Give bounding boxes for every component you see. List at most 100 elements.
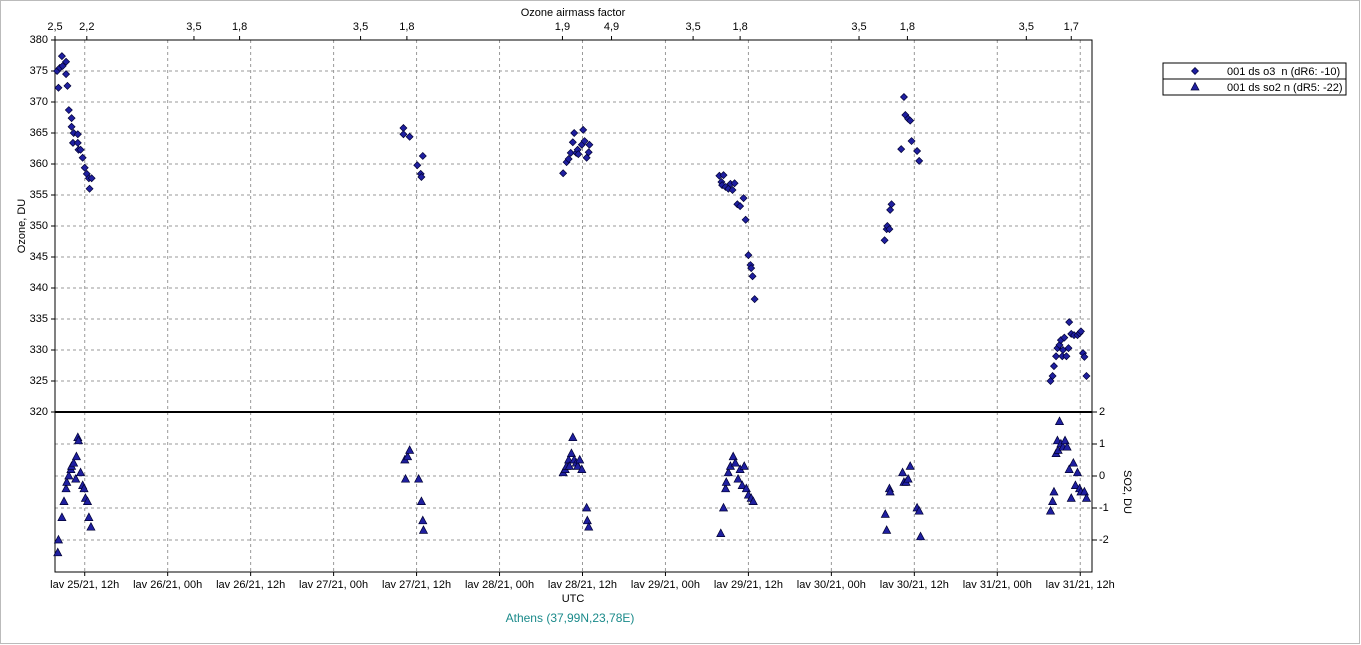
data-point <box>716 528 726 537</box>
data-point <box>69 457 79 467</box>
data-point <box>885 486 895 496</box>
data-point <box>1054 416 1065 425</box>
data-point <box>885 225 894 234</box>
data-point <box>903 473 913 483</box>
data-point <box>1049 362 1058 371</box>
data-point <box>53 534 64 544</box>
data-point <box>71 451 82 461</box>
data-point <box>1072 467 1083 477</box>
data-point <box>405 445 415 454</box>
data-point <box>887 200 896 209</box>
data-point <box>733 473 743 483</box>
data-point <box>739 461 749 470</box>
data-point <box>737 480 747 489</box>
data-point <box>414 473 424 483</box>
data-point <box>880 236 889 245</box>
y-tick-label: 365 <box>30 127 48 139</box>
data-point <box>1076 327 1085 336</box>
data-point <box>67 114 76 123</box>
data-point <box>905 461 915 470</box>
data-point <box>84 512 94 521</box>
y-tick-label: 335 <box>30 313 48 325</box>
data-point <box>87 174 96 183</box>
data-point <box>728 451 738 461</box>
data-point <box>54 83 63 92</box>
top-tick-label: 3,5 <box>851 21 866 33</box>
data-point <box>747 264 756 273</box>
data-point <box>80 163 89 172</box>
x-axis-title: UTC <box>562 593 585 605</box>
data-point <box>584 521 594 531</box>
top-tick-label: 3,5 <box>1019 21 1034 33</box>
data-point <box>399 130 408 139</box>
data-point <box>62 70 71 79</box>
data-point <box>1062 352 1071 361</box>
data-point <box>573 461 583 470</box>
data-point <box>1064 344 1073 353</box>
top-tick-label: 1,8 <box>399 21 414 33</box>
location-label: Athens (37,99N,23,78E) <box>506 611 635 625</box>
data-point <box>1048 496 1058 505</box>
data-point <box>1052 352 1061 361</box>
data-point <box>915 156 924 165</box>
y-tick-label: 355 <box>30 189 48 201</box>
data-point <box>914 505 924 515</box>
x-tick-label: lav 25/21, 12h <box>50 579 119 591</box>
x-tick-label: lav 28/21, 12h <box>548 579 617 591</box>
data-point <box>59 496 69 505</box>
data-point <box>730 457 740 467</box>
data-point <box>585 140 594 149</box>
top-tick-label: 3,5 <box>186 21 201 33</box>
data-point <box>566 448 577 457</box>
data-point <box>75 467 86 477</box>
x-tick-label: lav 30/21, 00h <box>797 579 866 591</box>
data-point <box>1065 318 1074 327</box>
x-tick-label: lav 27/21, 12h <box>382 579 451 591</box>
x-tick-label: lav 29/21, 12h <box>714 579 783 591</box>
data-point <box>748 272 757 281</box>
data-point <box>741 483 751 493</box>
data-point <box>730 179 739 188</box>
data-point <box>579 125 588 134</box>
data-point <box>582 153 591 162</box>
top-tick-label: 2,5 <box>47 21 62 33</box>
y-tick-label: 350 <box>30 220 48 232</box>
data-point <box>64 470 74 480</box>
data-point <box>913 146 922 155</box>
data-point <box>418 151 427 160</box>
y2-tick-label: 1 <box>1099 438 1105 450</box>
data-point <box>739 194 748 203</box>
data-point <box>723 467 733 477</box>
data-point <box>400 473 411 483</box>
data-point <box>899 93 908 102</box>
data-point <box>63 81 72 90</box>
data-point <box>897 145 906 154</box>
data-point <box>577 464 587 473</box>
data-point <box>57 512 67 521</box>
data-point <box>719 171 728 180</box>
data-point <box>584 148 593 157</box>
data-point <box>906 116 915 125</box>
y-tick-label: 340 <box>30 282 48 294</box>
data-point <box>79 483 89 493</box>
y2-tick-label: -1 <box>1099 502 1109 514</box>
data-point <box>64 106 73 115</box>
data-point <box>1060 435 1070 445</box>
data-point <box>62 57 71 66</box>
data-point <box>1049 486 1059 496</box>
y2-axis-title: SO2, DU <box>1121 470 1133 514</box>
data-point <box>1066 493 1076 502</box>
y-tick-label: 360 <box>30 158 48 170</box>
data-point <box>559 169 568 178</box>
data-point <box>1082 372 1091 381</box>
data-point <box>1064 464 1074 473</box>
data-point <box>568 432 578 441</box>
x-tick-label: lav 27/21, 00h <box>299 579 368 591</box>
data-point <box>564 461 574 470</box>
data-point <box>570 129 579 137</box>
data-point <box>1060 333 1069 342</box>
y-tick-label: 380 <box>30 34 48 46</box>
data-point <box>568 138 577 147</box>
x-tick-label: lav 28/21, 00h <box>465 579 534 591</box>
